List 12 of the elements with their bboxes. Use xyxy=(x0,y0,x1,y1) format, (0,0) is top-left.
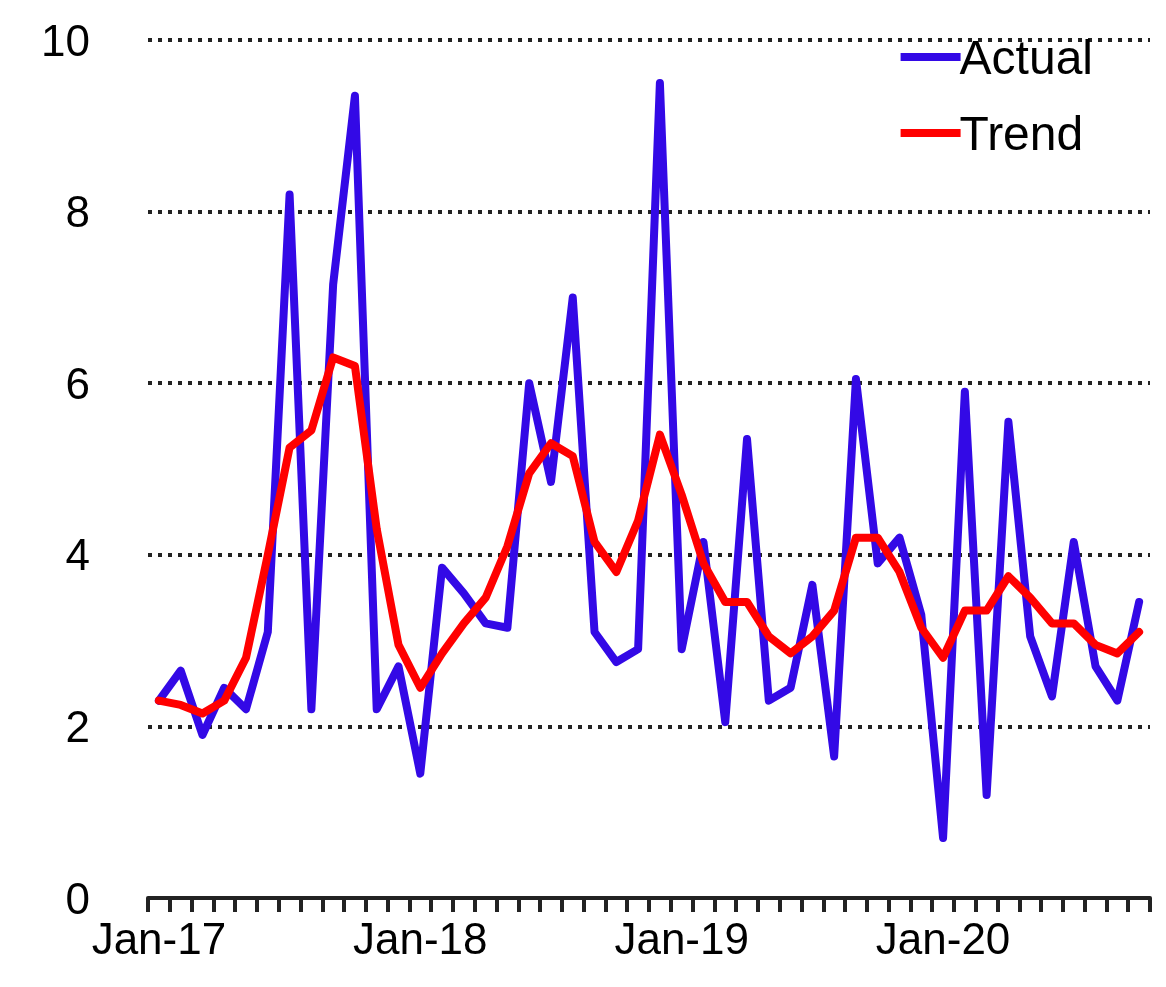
y-tick-label: 8 xyxy=(65,187,90,237)
x-tick-label: Jan-20 xyxy=(875,913,1011,963)
x-tick-label: Jan-18 xyxy=(353,913,488,963)
y-tick-label: 4 xyxy=(65,530,90,580)
legend-label: Actual xyxy=(959,30,1093,84)
x-tick-label: Jan-19 xyxy=(614,913,749,963)
y-tick-label: 2 xyxy=(65,701,90,751)
y-tick-label: 0 xyxy=(65,873,90,923)
legend-label: Trend xyxy=(959,106,1084,160)
y-tick-label: 6 xyxy=(65,358,90,408)
y-tick-label: 10 xyxy=(41,15,90,65)
x-tick-label: Jan-17 xyxy=(91,913,227,963)
